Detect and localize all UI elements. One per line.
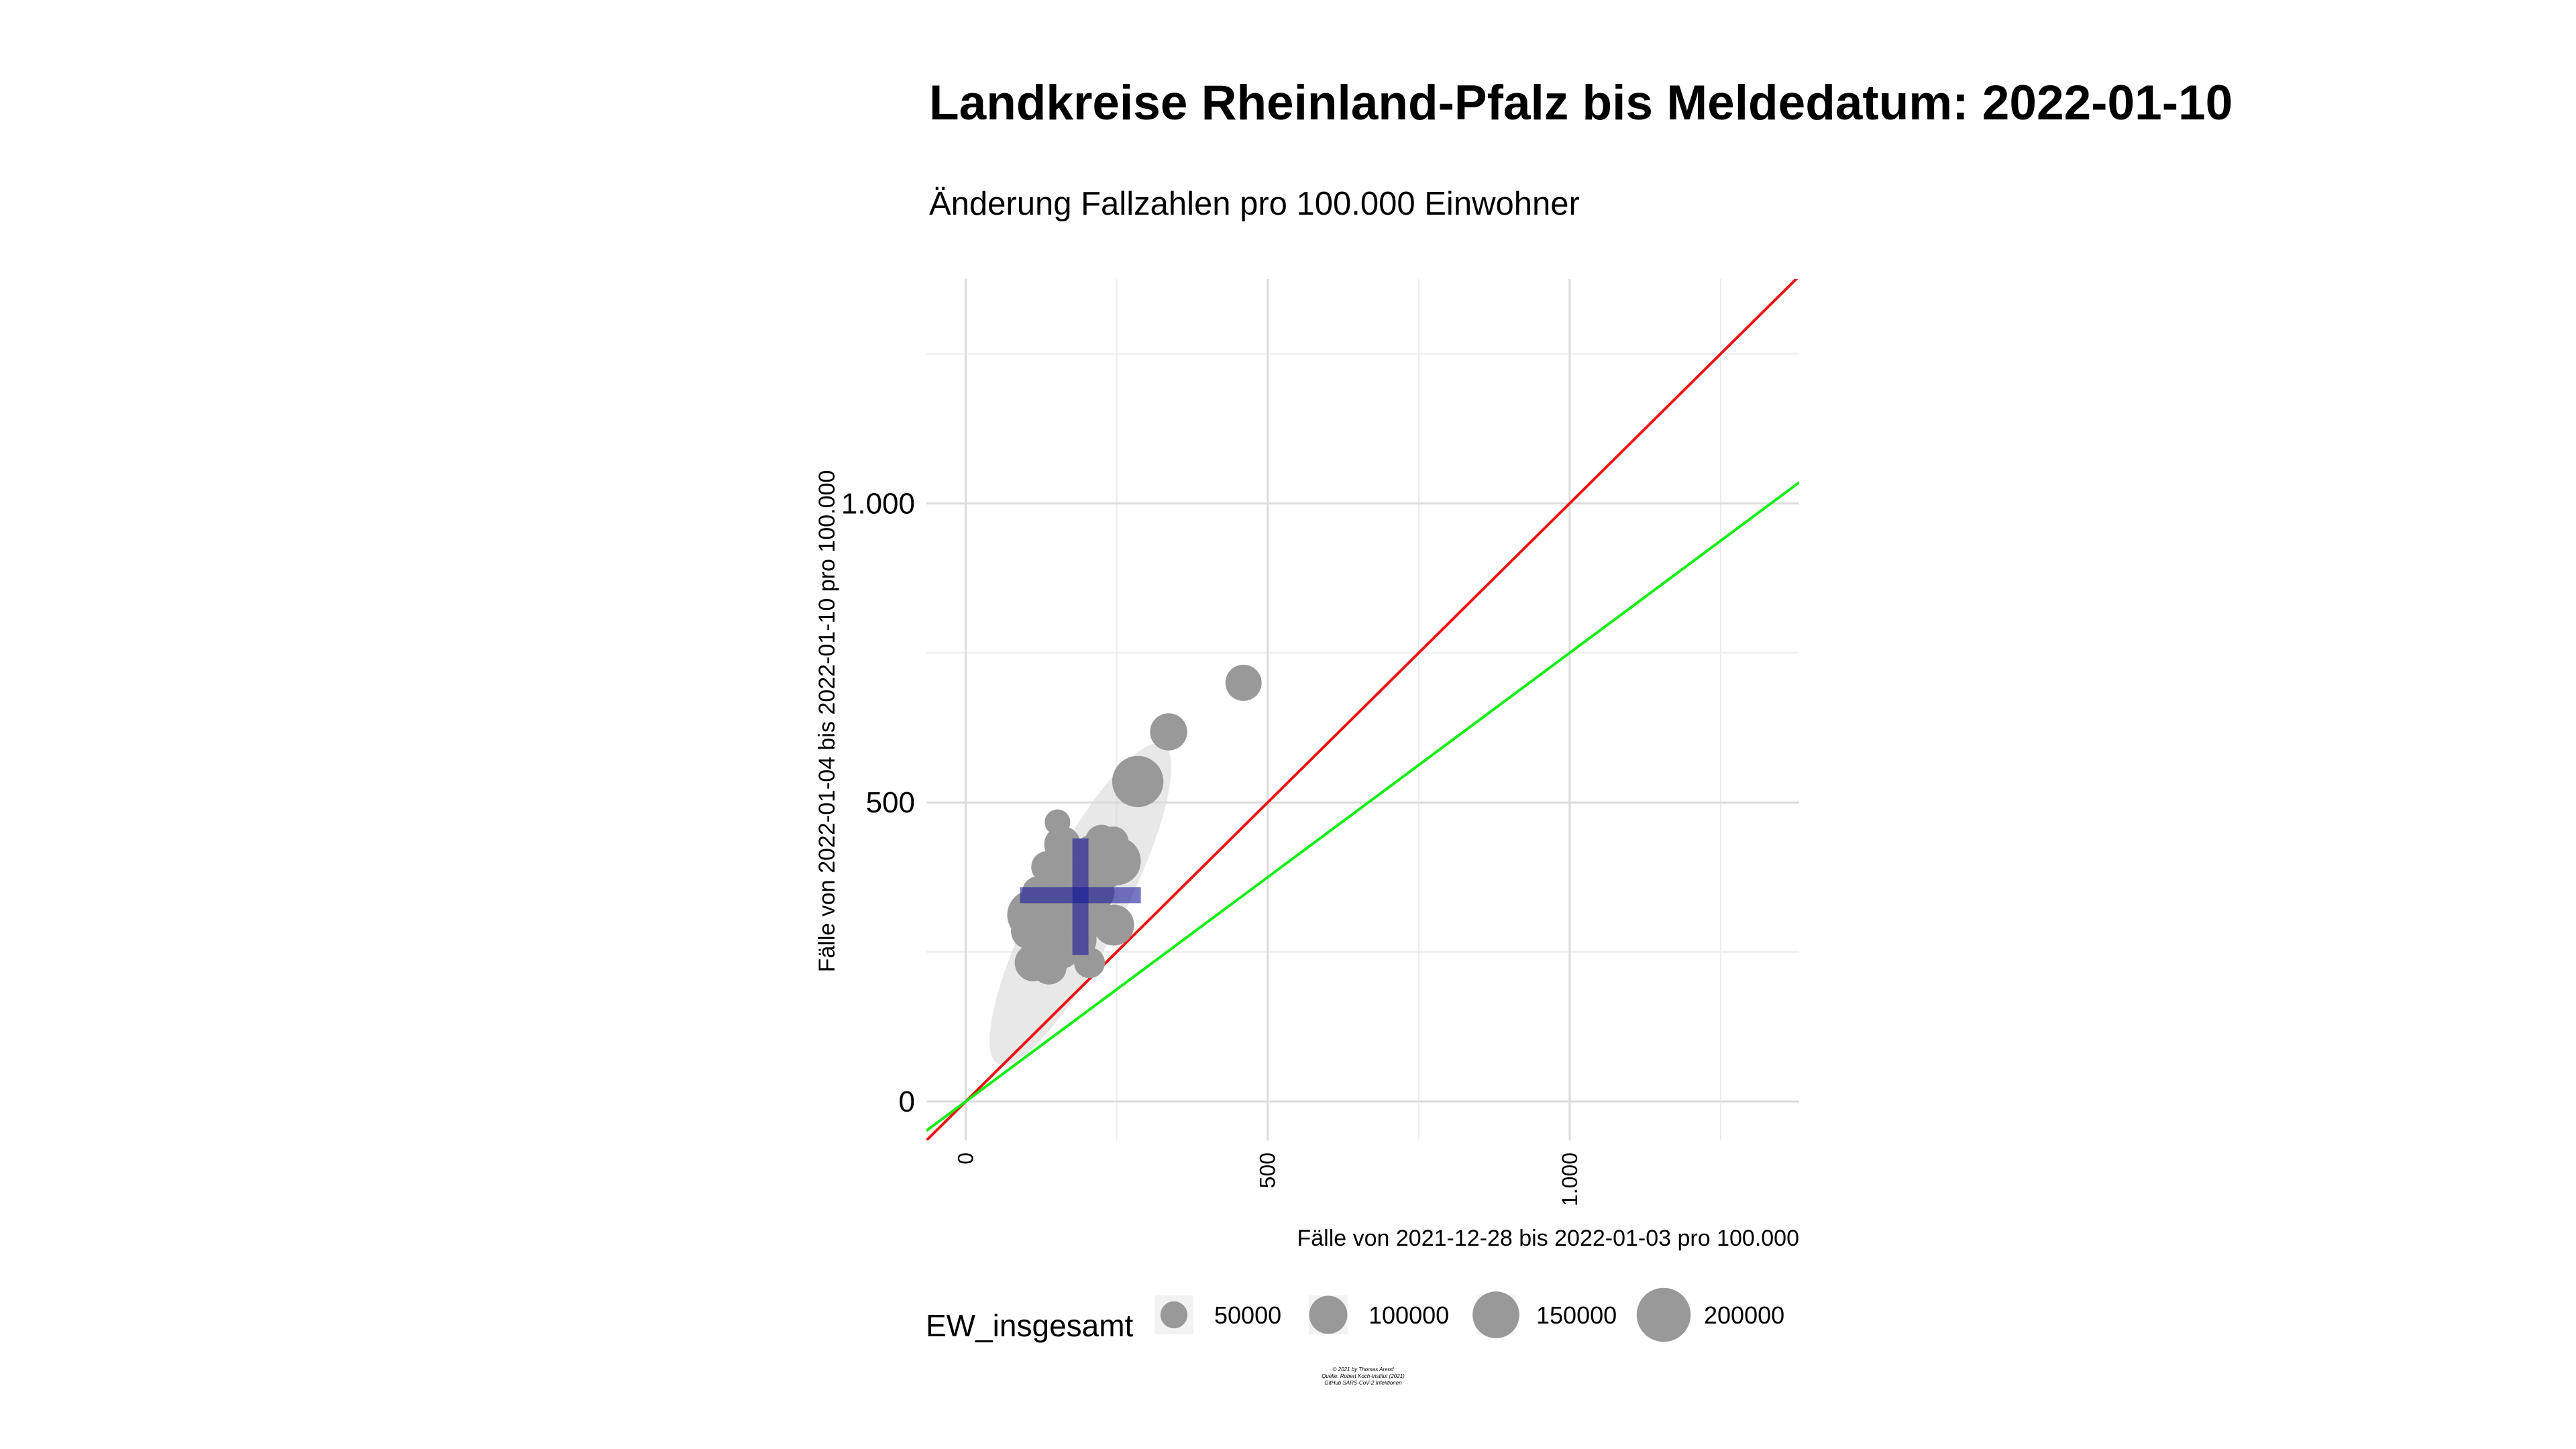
x-tick-label: 1.000 — [1558, 1152, 1582, 1206]
data-point — [1150, 713, 1187, 751]
legend-key-point — [1160, 1301, 1188, 1329]
caption-line: Quelle: Robert Koch-Institut (2021) — [1322, 1373, 1405, 1379]
reference-lines — [926, 279, 1799, 1140]
legend-key-point — [1636, 1287, 1691, 1342]
chart-subtitle: Änderung Fallzahlen pro 100.000 Einwohne… — [929, 186, 1580, 222]
legend-label: 50000 — [1214, 1301, 1281, 1329]
x-tick-label: 500 — [1256, 1152, 1280, 1188]
data-point — [1074, 947, 1106, 979]
reference-line — [926, 279, 1799, 1140]
y-tick-label: 1.000 — [841, 487, 915, 520]
legend-key-point — [1309, 1295, 1348, 1334]
data-point — [1112, 755, 1164, 808]
legend-title: EW_insgesamt — [926, 1308, 1134, 1343]
caption: © 2021 by Thomas Arend Quelle: Robert Ko… — [1322, 1366, 1405, 1386]
data-point — [1031, 949, 1067, 985]
caption-line: GitHub SARS-CoV-2 Infektionen — [1324, 1380, 1402, 1386]
reference-line — [926, 481, 1799, 1132]
y-tick-label: 500 — [866, 786, 915, 819]
legend-label: 200000 — [1704, 1301, 1784, 1329]
plot-area: 0 500 1.000 0 500 1.000 — [841, 279, 1799, 1206]
data-point — [1225, 664, 1262, 701]
legend-key-point — [1472, 1291, 1519, 1338]
data-point — [1044, 826, 1081, 863]
legend-label: 100000 — [1368, 1301, 1449, 1329]
y-tick-label: 0 — [899, 1085, 915, 1118]
chart-title: Landkreise Rheinland-Pfalz bis Meldedatu… — [929, 76, 2233, 130]
y-axis-label: Fälle von 2022-01-04 bis 2022-01-10 pro … — [814, 470, 840, 973]
caption-line: © 2021 by Thomas Arend — [1333, 1366, 1395, 1373]
legend: EW_insgesamt 50000 100000 150000 200000 — [926, 1287, 1784, 1343]
x-tick-label: 0 — [954, 1152, 978, 1165]
legend-label: 150000 — [1536, 1301, 1617, 1329]
data-point — [1093, 904, 1134, 946]
x-axis-label: Fälle von 2021-12-28 bis 2022-01-03 pro … — [1297, 1226, 1799, 1251]
